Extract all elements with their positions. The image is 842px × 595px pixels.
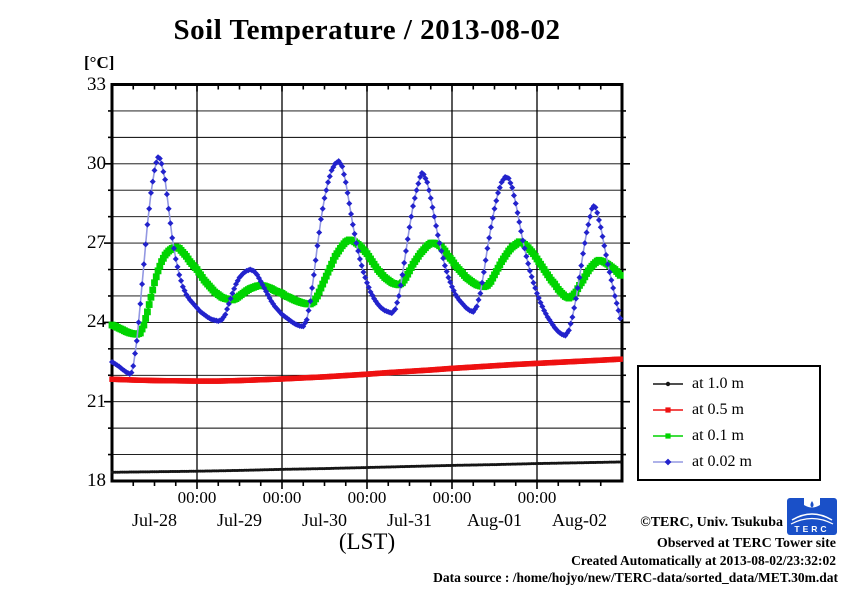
x-tick-label: 00:00 (517, 488, 557, 507)
legend-label: at 0.02 m (692, 453, 752, 470)
x-day-label: Jul-31 (387, 510, 432, 530)
legend-marker-square-icon (653, 407, 683, 413)
series-at-0-1-m (108, 236, 624, 338)
legend-marker-dot-icon (653, 381, 683, 387)
legend-marker-diamond-icon (653, 458, 683, 466)
series-at-0-02-m (109, 154, 624, 377)
x-tick-label: 00:00 (262, 488, 302, 507)
y-tick-label: 33 (87, 73, 106, 95)
x-day-label: Aug-01 (467, 510, 522, 530)
x-day-label: Aug-02 (552, 510, 607, 530)
legend-item-0-1m: at 0.1 m (651, 427, 819, 445)
created-text: Created Automatically at 2013-08-02/23:3… (571, 553, 836, 568)
x-day-label: Jul-28 (132, 510, 177, 530)
y-tick-label: 18 (87, 470, 106, 491)
y-axis-unit-label: [°C] (84, 53, 115, 72)
x-day-label: Jul-29 (217, 510, 262, 530)
x-tick-label: 00:00 (347, 488, 387, 507)
legend-marker-square-icon (653, 433, 683, 439)
y-tick-label: 30 (87, 152, 106, 174)
series-at-1-0-m (110, 460, 622, 474)
y-tick-label: 24 (87, 311, 106, 333)
legend-label: at 1.0 m (692, 375, 744, 392)
x-axis-label: (LST) (338, 529, 396, 554)
datasource-text: Data source : /home/hojyo/new/TERC-data/… (433, 570, 838, 585)
copyright-text: ©TERC, Univ. Tsukuba (640, 515, 783, 530)
y-tick-label: 27 (87, 232, 106, 254)
plot-border (110, 83, 624, 483)
legend-box: at 1.0 m at 0.5 m at 0.1 m at 0.02 m (637, 365, 821, 481)
legend-item-0-5m: at 0.5 m (651, 401, 819, 419)
x-day-label: Jul-30 (302, 510, 347, 530)
observed-text: Observed at TERC Tower site (656, 536, 836, 551)
x-tick-label: 00:00 (432, 488, 472, 507)
svg-text:TERC: TERC (794, 524, 829, 534)
y-tick-label: 21 (87, 390, 106, 412)
terc-logo: TERC (787, 498, 837, 535)
legend-item-0-02m: at 0.02 m (651, 453, 819, 471)
series-at-0-5-m (109, 356, 623, 384)
legend-item-1-0m: at 1.0 m (651, 375, 819, 393)
legend-label: at 0.5 m (692, 401, 744, 418)
chart-title: Soil Temperature / 2013-08-02 (173, 14, 561, 46)
legend-label: at 0.1 m (692, 427, 744, 444)
x-tick-label: 00:00 (177, 488, 217, 507)
